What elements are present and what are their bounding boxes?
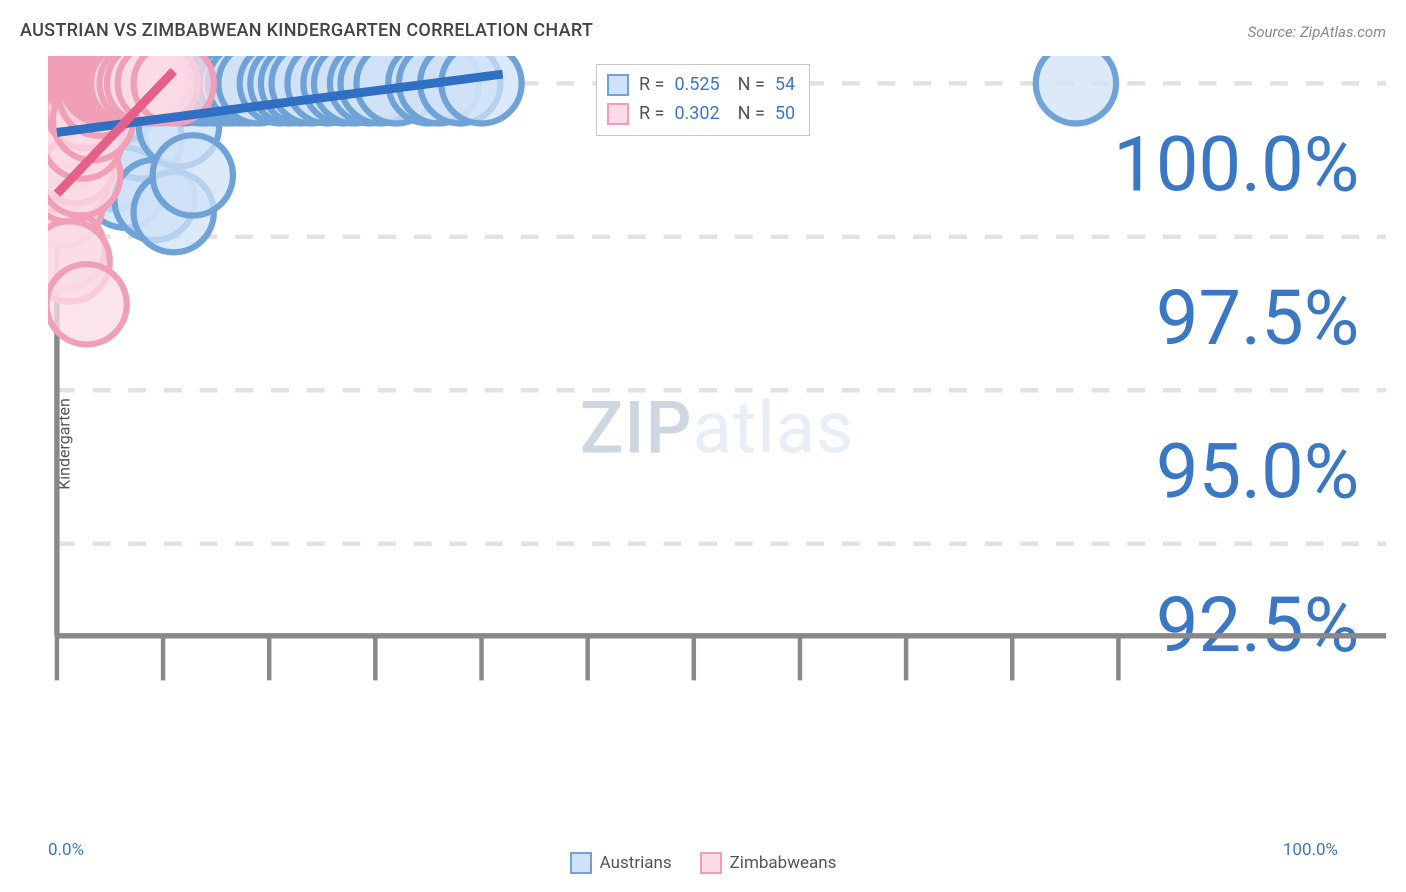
r-label: R = (639, 71, 664, 100)
r-value: 0.525 (674, 71, 719, 100)
n-label: N = (738, 100, 765, 129)
n-value: 54 (775, 71, 795, 100)
r-label: R = (639, 100, 664, 129)
scatter-plot: 92.5% 95.0% 97.5% 100.0% (48, 56, 1386, 725)
svg-text:95.0%: 95.0% (1156, 427, 1359, 516)
svg-text:92.5%: 92.5% (1156, 581, 1359, 670)
chart-source: Source: ZipAtlas.com (1248, 23, 1386, 41)
n-value: 50 (775, 100, 795, 129)
r-value: 0.302 (674, 100, 719, 129)
legend-swatch (570, 852, 592, 874)
x-axis-labels: 0.0% 100.0% (48, 834, 1386, 854)
legend-row: R = 0.302 N = 50 (607, 100, 795, 129)
chart-area: Kindergarten 92.5%95.0%97.5%100.0% ZIPat… (48, 56, 1386, 832)
legend-swatch (607, 103, 629, 125)
legend-item: Zimbabweans (700, 852, 837, 874)
svg-text:100.0%: 100.0% (1113, 120, 1359, 209)
chart-title: AUSTRIAN VS ZIMBABWEAN KINDERGARTEN CORR… (20, 20, 593, 41)
chart-header: AUSTRIAN VS ZIMBABWEAN KINDERGARTEN CORR… (0, 0, 1406, 47)
n-label: N = (738, 71, 765, 100)
series-legend: Austrians Zimbabweans (0, 852, 1406, 874)
legend-item: Austrians (570, 852, 672, 874)
legend-swatch (700, 852, 722, 874)
legend-label: Austrians (600, 853, 672, 873)
svg-text:97.5%: 97.5% (1156, 274, 1359, 363)
legend-label: Zimbabweans (730, 853, 837, 873)
legend-row: R = 0.525 N = 54 (607, 71, 795, 100)
legend-swatch (607, 74, 629, 96)
correlation-legend: R = 0.525 N = 54 R = 0.302 N = 50 (596, 64, 810, 136)
